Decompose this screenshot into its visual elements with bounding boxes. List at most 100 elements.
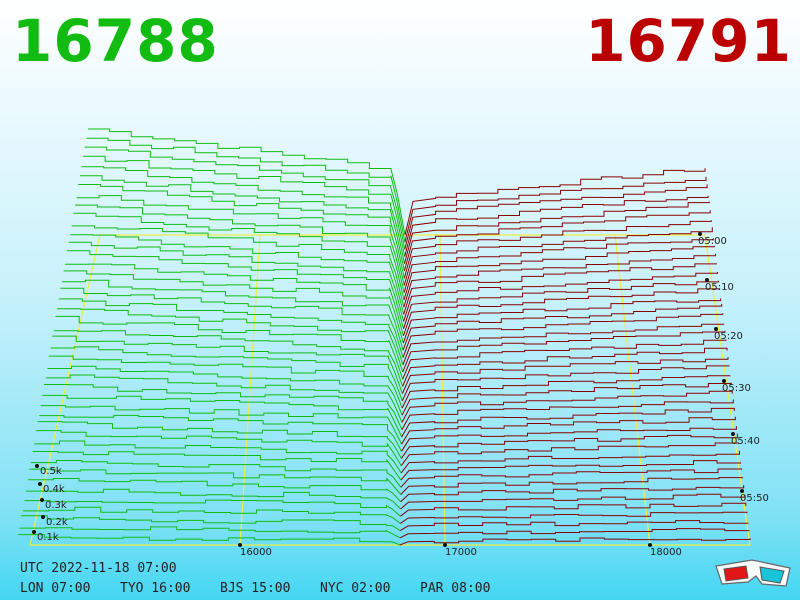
tz-nyc: NYC 02:00: [320, 581, 391, 596]
ask-depth-line: [400, 450, 740, 474]
ask-depth-line: [401, 365, 730, 402]
z-tick-dot: [40, 498, 44, 502]
time-tick-label: 05:50: [740, 493, 769, 504]
x-tick-dot: [443, 543, 447, 547]
3d-glasses-icon[interactable]: [712, 556, 794, 592]
ask-depth-line: [403, 272, 719, 322]
bid-depth-line: [27, 478, 402, 503]
bid-depth-line: [32, 451, 402, 481]
bid-depth-line: [29, 468, 402, 495]
x-tick-dot: [648, 543, 652, 547]
bid-depth-line: [66, 250, 404, 329]
ask-depth-line: [401, 390, 733, 423]
bid-depth-line: [76, 195, 405, 286]
ask-depth-line: [402, 313, 724, 358]
ask-depth-line: [399, 520, 749, 532]
time-tick-dot: [714, 327, 718, 331]
floor-frame: [29, 234, 751, 546]
ask-depth-line: [400, 460, 742, 481]
time-tick-label: 05:20: [714, 331, 743, 342]
tz-bjs: BJS 15:00: [220, 581, 291, 596]
tz-tyo: TYO 16:00: [120, 581, 191, 596]
bid-depth-line: [62, 279, 404, 351]
ask-depth-line: [401, 357, 729, 394]
bid-depth-line: [44, 384, 403, 430]
bid-depth-line: [53, 330, 404, 387]
z-tick-dot: [35, 464, 39, 468]
bid-depth-line: [58, 298, 404, 365]
ask-depth-line: [404, 176, 707, 243]
bid-depth-line: [26, 488, 401, 510]
ask-depth-line: [402, 323, 725, 365]
bid-depth-line: [88, 128, 406, 236]
bid-depth-line: [79, 175, 405, 272]
bid-depth-line: [47, 365, 403, 416]
bid-depth-line: [63, 270, 404, 344]
chart-frame: [29, 234, 751, 546]
bid-depth-line: [71, 225, 405, 308]
ask-depth-line: [400, 485, 745, 503]
bid-depth-line: [24, 499, 401, 517]
ask-depth-line: [399, 537, 751, 546]
z-tick-dot: [41, 515, 45, 519]
time-tick-dot: [722, 379, 726, 383]
ask-depth-line: [400, 502, 747, 517]
bid-depth-line: [65, 263, 404, 337]
z-tick-label: 0.4k: [43, 484, 65, 495]
z-tick-label: 0.3k: [45, 500, 67, 511]
time-tick-dot: [705, 278, 709, 282]
bid-depth-line: [70, 234, 405, 315]
ask-depth-line: [400, 511, 748, 524]
ask-depth-line: [400, 477, 744, 495]
bid-depth-line: [55, 315, 404, 380]
ask-depth-line: [402, 339, 727, 380]
z-tick-dot: [32, 530, 36, 534]
bid-depth-line: [42, 394, 403, 438]
bid-depth-line: [22, 506, 401, 524]
tz-par: PAR 08:00: [420, 581, 491, 596]
time-tick-label: 05:00: [698, 236, 727, 247]
bid-depth-line: [83, 155, 406, 257]
bid-depth-line: [84, 146, 406, 250]
ask-depth-line: [401, 426, 737, 452]
x-tick-dot: [238, 543, 242, 547]
bid-depth-line: [39, 414, 402, 452]
ask-depth-line: [402, 303, 723, 351]
bid-depth-line: [34, 440, 402, 474]
z-tick-label: 0.2k: [46, 517, 68, 528]
ask-depth-line: [403, 253, 716, 308]
utc-time: UTC 2022-11-18 07:00: [20, 561, 177, 576]
bid-depth-line: [48, 355, 403, 409]
bid-depth-line: [60, 287, 404, 358]
ask-depth-line: [404, 184, 708, 250]
bid-depth-line: [50, 346, 403, 401]
bid-depth-line: [75, 204, 405, 293]
time-tick-label: 05:30: [722, 383, 751, 394]
grid-line: [439, 234, 446, 546]
ask-depth-line: [403, 227, 713, 286]
time-tick-dot: [731, 432, 735, 436]
bid-depth-line: [45, 374, 403, 423]
x-axis-ticks: 16000 17000 18000: [238, 543, 682, 558]
ask-depth-line: [401, 416, 736, 445]
x-tick-label: 18000: [650, 547, 682, 558]
z-tick-label: 0.5k: [40, 466, 62, 477]
ask-depth-line: [402, 288, 721, 337]
time-tick-dot: [740, 489, 744, 493]
ask-depth-line: [402, 330, 726, 373]
z-axis-ticks: 0.1k 0.2k 0.3k 0.4k 0.5k: [32, 464, 68, 543]
x-tick-label: 17000: [445, 547, 477, 558]
time-tick-label: 05:10: [705, 282, 734, 293]
grid-line: [614, 234, 651, 546]
bid-depth-line: [18, 534, 401, 546]
bid-price: 16788: [12, 7, 219, 75]
ask-depth-line: [401, 375, 731, 409]
ask-depth-line: [402, 347, 728, 387]
ask-depth-line: [403, 238, 714, 293]
ask-depth-line: [403, 220, 712, 279]
bid-depth-line: [81, 166, 405, 264]
bid-depth-line: [21, 515, 401, 532]
ask-depth-line: [403, 263, 717, 315]
ask-depth-line: [400, 493, 746, 510]
